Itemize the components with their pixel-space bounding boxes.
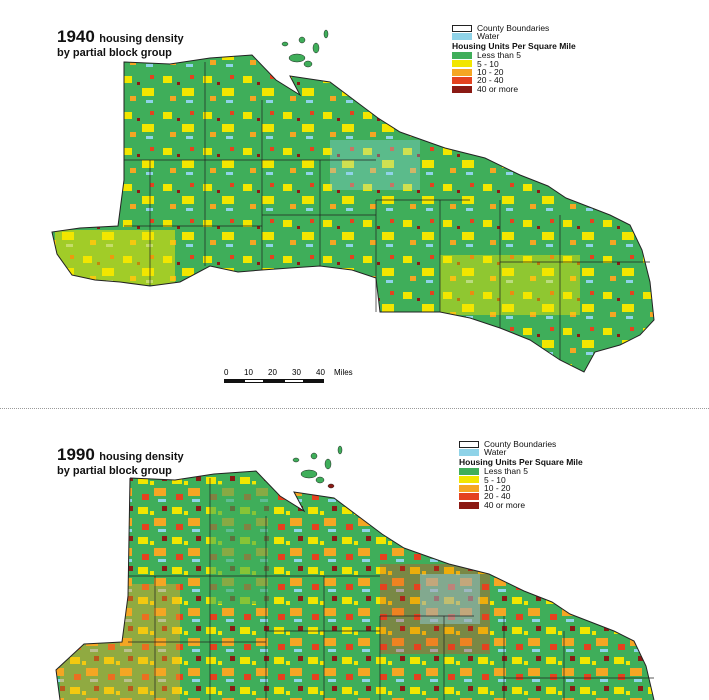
scale-segment — [224, 379, 244, 383]
scale-tick: 40 — [316, 368, 325, 377]
water-swatch — [452, 33, 472, 41]
legend-county-row: County Boundaries — [452, 24, 576, 32]
water-swatch — [459, 449, 479, 457]
legend-heading: Housing Units Per Square Mile — [459, 456, 583, 467]
legend-class-label: 10 - 20 — [484, 483, 511, 494]
title-subtitle: by partial block group — [57, 465, 172, 477]
scale-segment — [264, 379, 284, 383]
legend-class-label: 20 - 40 — [477, 75, 504, 86]
county-boundaries-1990 — [55, 470, 655, 700]
county-swatch — [459, 440, 479, 448]
map-panel-1940: 1940 housing density by partial block gr… — [51, 24, 655, 383]
county-swatch — [452, 24, 472, 32]
legend-class-label: 20 - 40 — [484, 491, 511, 502]
legend-heading: Housing Units Per Square Mile — [452, 40, 576, 51]
scale-bar-segments — [224, 379, 364, 383]
legend-class-label: 40 or more — [477, 83, 519, 94]
legend-class-row: 20 - 40 — [459, 492, 583, 500]
legend-class-label: Less than 5 — [477, 50, 521, 61]
legend-water-label: Water — [484, 447, 507, 458]
legend-water-label: Water — [477, 31, 500, 42]
class-swatch — [459, 467, 479, 475]
housing-density-map-1990 — [55, 445, 655, 700]
legend-class-row: 10 - 20 — [452, 68, 576, 76]
scale-tick: 0 — [224, 368, 229, 377]
legend-class-row: 10 - 20 — [459, 484, 583, 492]
scale-segment — [304, 379, 324, 383]
legend-county-label: County Boundaries — [484, 438, 557, 449]
islands-1990 — [292, 445, 343, 489]
class-swatch — [452, 60, 472, 68]
class-swatch — [452, 68, 472, 76]
legend-class-row: 5 - 10 — [459, 476, 583, 484]
legend-class-row: Less than 5 — [452, 51, 576, 59]
class-swatch — [452, 77, 472, 85]
map-title-1990: 1990 housing density by partial block gr… — [57, 446, 184, 477]
legend-county-label: County Boundaries — [477, 22, 550, 33]
legend-class-row: 40 or more — [452, 85, 576, 93]
class-swatch — [459, 476, 479, 484]
legend-water-row: Water — [452, 32, 576, 40]
title-year: 1940 — [57, 27, 95, 46]
legend-1940: County Boundaries Water Housing Units Pe… — [452, 24, 576, 93]
legend-county-row: County Boundaries — [459, 440, 583, 448]
legend-class-label: Less than 5 — [484, 466, 528, 477]
class-swatch — [459, 493, 479, 501]
scale-unit: Miles — [334, 368, 353, 377]
legend-class-row: 5 - 10 — [452, 60, 576, 68]
legend-class-row: 40 or more — [459, 501, 583, 509]
scale-segment — [284, 379, 304, 383]
county-boundaries-1940 — [51, 54, 655, 373]
title-year: 1990 — [57, 445, 95, 464]
scale-segment — [244, 379, 264, 383]
housing-density-map-1940 — [51, 29, 655, 373]
legend-class-label: 40 or more — [484, 499, 526, 510]
legend-class-label: 5 - 10 — [477, 58, 499, 69]
scale-tick: 20 — [268, 368, 277, 377]
scale-tick: 30 — [292, 368, 301, 377]
legend-1990: County Boundaries Water Housing Units Pe… — [459, 440, 583, 509]
map-panel-1990: 1990 housing density by partial block gr… — [0, 414, 709, 700]
scale-tick: 10 — [244, 368, 253, 377]
map-title-1940: 1940 housing density by partial block gr… — [57, 28, 184, 59]
legend-class-label: 10 - 20 — [477, 67, 504, 78]
class-swatch — [459, 484, 479, 492]
scale-bar: 0 10 20 30 40 Miles — [224, 368, 364, 383]
title-text: housing density — [99, 451, 184, 463]
islands-1940 — [281, 29, 329, 68]
title-subtitle: by partial block group — [57, 47, 172, 59]
legend-class-label: 5 - 10 — [484, 474, 506, 485]
legend-class-row: 20 - 40 — [452, 76, 576, 84]
class-swatch — [459, 501, 479, 509]
panel-divider — [0, 408, 709, 409]
class-swatch — [452, 51, 472, 59]
scale-ticks: 0 10 20 30 40 Miles — [224, 368, 364, 378]
title-text: housing density — [99, 33, 184, 45]
legend-water-row: Water — [459, 448, 583, 456]
legend-class-row: Less than 5 — [459, 467, 583, 475]
class-swatch — [452, 85, 472, 93]
